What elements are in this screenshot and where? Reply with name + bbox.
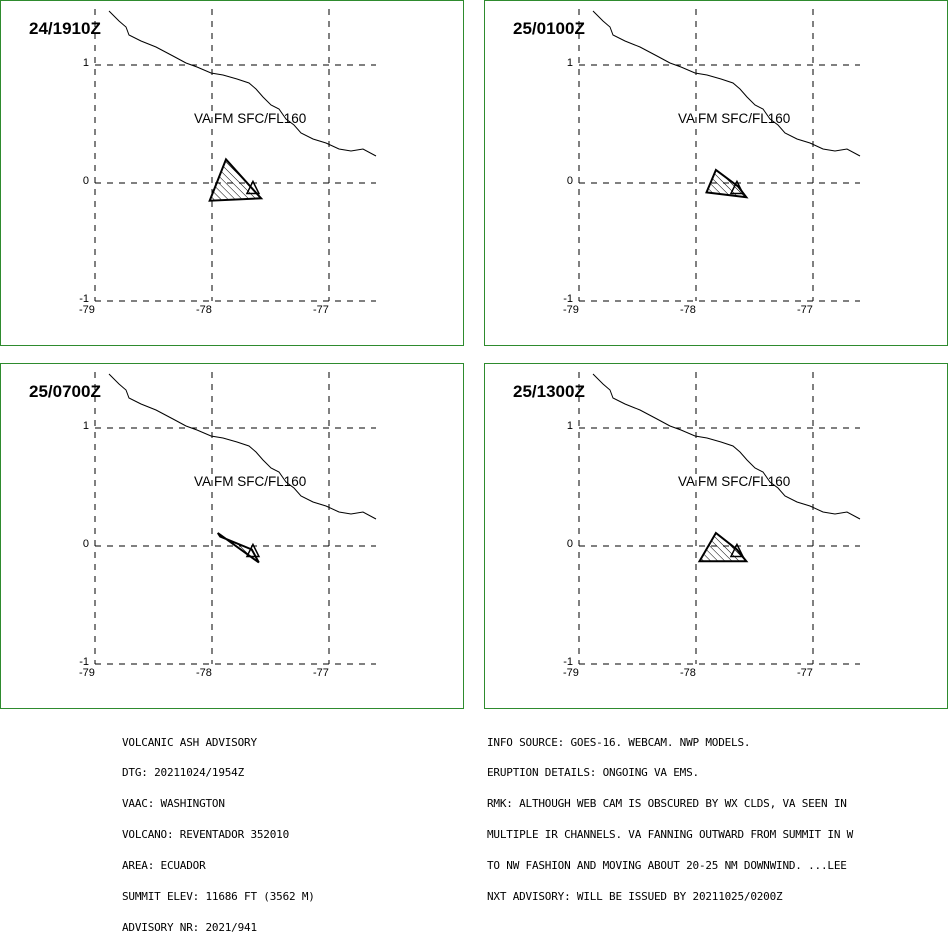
flight-level-label: VA FM SFC/FL160 — [678, 474, 791, 489]
valid-time-label: 24/1910Z — [29, 19, 101, 38]
volcano-icon — [245, 179, 261, 195]
latitude-tick-label: 0 — [82, 538, 89, 550]
valid-time-label: 25/1300Z — [513, 382, 585, 401]
latitude-tick-label: -1 — [563, 293, 573, 305]
longitude-tick-label: -79 — [563, 667, 579, 679]
latitude-tick-label: 1 — [566, 57, 573, 69]
longitude-tick-label: -78 — [680, 667, 696, 679]
advisory-header-block: VOLCANIC ASH ADVISORY DTG: 20211024/1954… — [122, 717, 315, 944]
remarks-line: TO NW FASHION AND MOVING ABOUT 20-25 NM … — [487, 859, 847, 873]
latitude-tick-label: -1 — [79, 293, 89, 305]
latitude-tick-label: -1 — [563, 656, 573, 668]
coastline — [592, 373, 861, 520]
forecast-panel: 25/1300Z VA FM SFC/FL160 1 0 -1 -79 -78 -77 — [484, 363, 948, 709]
longitude-tick-label: -77 — [313, 667, 329, 679]
longitude-tick-label: -78 — [680, 304, 696, 316]
latitude-tick-label: 0 — [566, 538, 573, 550]
remarks-line: ERUPTION DETAILS: ONGOING VA EMS. — [487, 766, 699, 780]
flight-level-label: VA FM SFC/FL160 — [194, 111, 307, 126]
coastline — [108, 373, 377, 520]
longitude-tick-label: -77 — [313, 304, 329, 316]
longitude-tick-label: -77 — [797, 667, 813, 679]
longitude-tick-label: -77 — [797, 304, 813, 316]
remarks-line: NXT ADVISORY: WILL BE ISSUED BY 20211025… — [487, 890, 783, 904]
remarks-line: MULTIPLE IR CHANNELS. VA FANNING OUTWARD… — [487, 828, 854, 842]
coastline — [592, 10, 861, 157]
map-canvas — [578, 9, 861, 302]
map-canvas — [578, 372, 861, 665]
advisory-line: AREA: ECUADOR — [122, 859, 206, 873]
longitude-tick-label: -79 — [563, 304, 579, 316]
map-canvas — [94, 9, 377, 302]
longitude-tick-label: -79 — [79, 667, 95, 679]
flight-level-label: VA FM SFC/FL160 — [678, 111, 791, 126]
advisory-line: DTG: 20211024/1954Z — [122, 766, 245, 780]
advisory-line: VOLCANIC ASH ADVISORY — [122, 735, 257, 749]
latitude-tick-label: 1 — [82, 420, 89, 432]
volcano-icon — [729, 542, 745, 558]
forecast-panel: 25/0100Z VA FM SFC/FL160 1 0 -1 -79 -78 -77 — [484, 0, 948, 346]
ash-cloud-polygon — [208, 157, 264, 202]
advisory-line: VAAC: WASHINGTON — [122, 797, 225, 811]
advisory-line: ADVISORY NR: 2021/941 — [122, 920, 257, 934]
ash-cloud-polygon — [216, 532, 260, 564]
remarks-line: INFO SOURCE: GOES-16. WEBCAM. NWP MODELS… — [487, 735, 751, 749]
forecast-panel: 25/0700Z VA FM SFC/FL160 1 0 -1 -79 -78 -77 — [0, 363, 464, 709]
latitude-tick-label: 0 — [566, 175, 573, 187]
advisory-line: VOLCANO: REVENTADOR 352010 — [122, 828, 289, 842]
valid-time-label: 25/0700Z — [29, 382, 101, 401]
coastline — [108, 10, 377, 157]
map-canvas — [94, 372, 377, 665]
advisory-remarks-block: INFO SOURCE: GOES-16. WEBCAM. NWP MODELS… — [487, 717, 853, 913]
flight-level-label: VA FM SFC/FL160 — [194, 474, 307, 489]
valid-time-label: 25/0100Z — [513, 19, 585, 38]
latitude-tick-label: 1 — [566, 420, 573, 432]
advisory-line: SUMMIT ELEV: 11686 FT (3562 M) — [122, 890, 315, 904]
latitude-tick-label: -1 — [79, 656, 89, 668]
volcano-icon — [245, 542, 261, 558]
ash-cloud-polygon — [705, 168, 749, 199]
longitude-tick-label: -78 — [196, 304, 212, 316]
longitude-tick-label: -78 — [196, 667, 212, 679]
forecast-panel: 24/1910Z VA FM SFC/FL160 1 0 -1 -79 -78 -77 — [0, 0, 464, 346]
volcano-icon — [729, 179, 745, 195]
remarks-line: RMK: ALTHOUGH WEB CAM IS OBSCURED BY WX … — [487, 797, 847, 811]
latitude-tick-label: 1 — [82, 57, 89, 69]
longitude-tick-label: -79 — [79, 304, 95, 316]
latitude-tick-label: 0 — [82, 175, 89, 187]
ash-cloud-polygon — [697, 531, 749, 563]
